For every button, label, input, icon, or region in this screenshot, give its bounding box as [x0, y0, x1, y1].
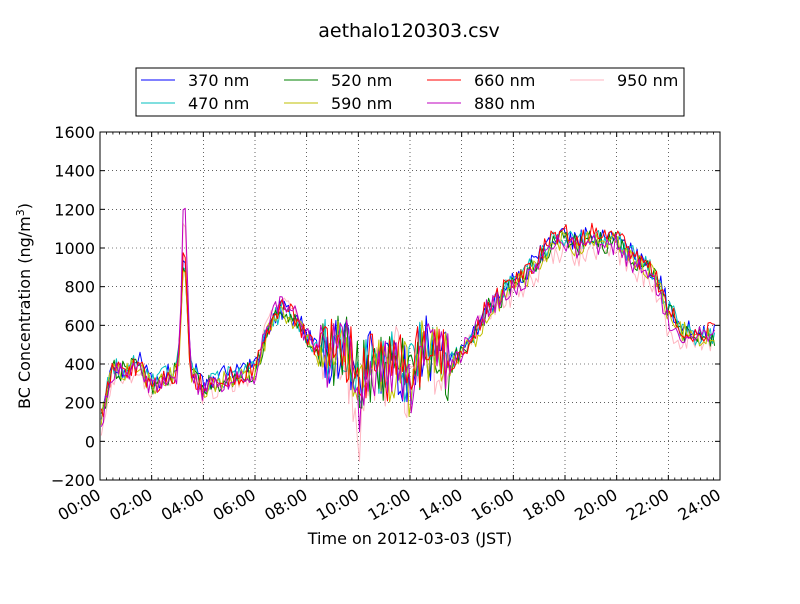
- y-tick-label: 200: [64, 394, 95, 413]
- y-tick-label: 1200: [54, 200, 95, 219]
- legend-label: 660 nm: [474, 71, 535, 90]
- y-tick-labels: −200 0 200 400 600 800 1000 1200 1400 1600: [51, 123, 95, 490]
- y-axis-label: BC Concentration (ng/m3): [14, 203, 34, 409]
- y-tick-label: 1600: [54, 123, 95, 142]
- legend-item: 660 nm: [427, 71, 535, 90]
- x-tick-label: 24:00: [675, 485, 724, 525]
- y-axis-label-superscript: 3: [14, 209, 27, 216]
- y-tick-label: 400: [64, 355, 95, 374]
- legend-item: 520 nm: [284, 71, 392, 90]
- legend-item: 880 nm: [427, 94, 535, 113]
- y-axis-label-close: ): [15, 203, 34, 209]
- y-tick-label: 0: [85, 432, 95, 451]
- legend-item: 950 nm: [570, 71, 678, 90]
- x-axis-label: Time on 2012-03-03 (JST): [307, 529, 512, 548]
- plot-background: [100, 132, 720, 480]
- legend-label: 520 nm: [331, 71, 392, 90]
- x-tick-label: 08:00: [261, 485, 310, 525]
- legend-label: 950 nm: [617, 71, 678, 90]
- x-tick-label: 14:00: [416, 485, 465, 525]
- x-tick-label: 04:00: [158, 485, 207, 525]
- legend-item: 470 nm: [141, 94, 249, 113]
- grid: [100, 132, 720, 480]
- legend-label: 470 nm: [188, 94, 249, 113]
- legend-label: 590 nm: [331, 94, 392, 113]
- y-axis-label-main: BC Concentration (ng/m: [15, 216, 34, 409]
- legend-item: 370 nm: [141, 71, 249, 90]
- legend-box: [135, 67, 685, 117]
- legend: 370 nm 470 nm 520 nm 590 nm 660 nm 880 nm 950 …: [135, 67, 685, 117]
- x-tick-label: 02:00: [106, 485, 155, 525]
- x-tick-label: 16:00: [468, 485, 517, 525]
- chart-title: aethalo120303.csv: [318, 20, 500, 42]
- y-tick-label: 600: [64, 316, 95, 335]
- legend-label: 370 nm: [188, 71, 249, 90]
- x-tick-label: 20:00: [571, 485, 620, 525]
- legend-label: 880 nm: [474, 94, 535, 113]
- ticks: [99, 131, 721, 481]
- x-tick-label: 18:00: [520, 485, 569, 525]
- series-group: [100, 207, 716, 462]
- legend-item: 590 nm: [284, 94, 392, 113]
- x-tick-label: 22:00: [623, 485, 672, 525]
- y-tick-label: 1400: [54, 162, 95, 181]
- x-tick-label: 06:00: [210, 485, 259, 525]
- y-tick-label: −200: [51, 471, 95, 490]
- x-tick-label: 00:00: [55, 485, 104, 525]
- series-line-880-nm: [100, 207, 716, 433]
- x-tick-label: 12:00: [365, 485, 414, 525]
- y-tick-label: 800: [64, 278, 95, 297]
- x-tick-labels: 00:00 02:00 04:00 06:00 08:00 10:00 12:00 14:00…: [55, 485, 724, 525]
- y-tick-label: 1000: [54, 239, 95, 258]
- x-tick-label: 10:00: [313, 485, 362, 525]
